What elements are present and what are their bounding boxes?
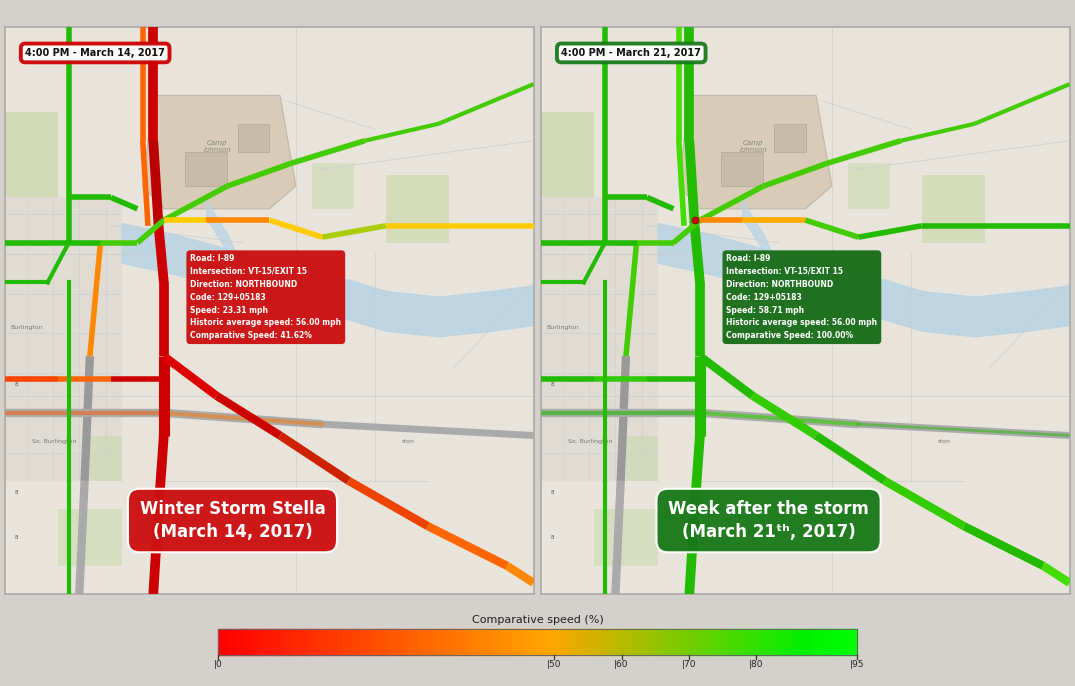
Polygon shape	[678, 95, 832, 209]
Text: Road: I-89
Intersection: VT-15/EXIT 15
Direction: NORTHBOUND
Code: 129+05183
Spe: Road: I-89 Intersection: VT-15/EXIT 15 D…	[190, 254, 342, 340]
Bar	[721, 152, 763, 186]
Bar	[238, 123, 270, 152]
Text: 8: 8	[550, 382, 554, 387]
Polygon shape	[5, 198, 121, 481]
Text: Winter Storm Stella
(March 14, 2017): Winter Storm Stella (March 14, 2017)	[140, 500, 326, 541]
Text: 8: 8	[14, 382, 17, 387]
Text: 8: 8	[550, 490, 554, 495]
Text: Week after the storm
(March 21ᵗʰ, 2017): Week after the storm (March 21ᵗʰ, 2017)	[669, 500, 869, 541]
Text: rton: rton	[937, 438, 950, 444]
Text: Camp
Johnson: Camp Johnson	[739, 140, 766, 153]
Bar	[312, 163, 354, 209]
Text: Road: I-89
Intersection: VT-15/EXIT 15
Direction: NORTHBOUND
Code: 129+05183
Spe: Road: I-89 Intersection: VT-15/EXIT 15 D…	[727, 254, 877, 340]
Text: Burlington: Burlington	[547, 325, 579, 331]
Bar	[594, 509, 658, 566]
Bar	[5, 113, 58, 198]
Text: |95: |95	[849, 660, 864, 669]
Bar	[921, 175, 985, 243]
Bar	[58, 509, 121, 566]
Text: |80: |80	[748, 660, 763, 669]
Text: So. Burlington: So. Burlington	[568, 438, 613, 444]
Bar	[848, 163, 890, 209]
Text: So. Burlington: So. Burlington	[32, 438, 76, 444]
Text: |50: |50	[547, 660, 561, 669]
Bar	[218, 628, 857, 655]
Text: 4:00 PM - March 14, 2017: 4:00 PM - March 14, 2017	[25, 48, 166, 58]
Text: |60: |60	[614, 660, 629, 669]
Bar	[626, 436, 658, 481]
Bar	[90, 436, 121, 481]
Bar	[185, 152, 227, 186]
Text: 4:00 PM - March 21, 2017: 4:00 PM - March 21, 2017	[561, 48, 701, 58]
Text: Camp
Johnson: Camp Johnson	[203, 140, 230, 153]
Text: rton: rton	[401, 438, 415, 444]
Polygon shape	[143, 95, 296, 209]
Text: 8: 8	[550, 535, 554, 540]
Text: Burlington: Burlington	[11, 325, 43, 331]
Text: |70: |70	[682, 660, 696, 669]
Polygon shape	[542, 198, 658, 481]
Text: Comparative speed (%): Comparative speed (%)	[472, 615, 603, 625]
Text: |0: |0	[214, 660, 223, 669]
Text: 8: 8	[14, 490, 17, 495]
Bar	[774, 123, 805, 152]
Bar	[386, 175, 449, 243]
Text: 8: 8	[14, 535, 17, 540]
Bar	[542, 113, 594, 198]
